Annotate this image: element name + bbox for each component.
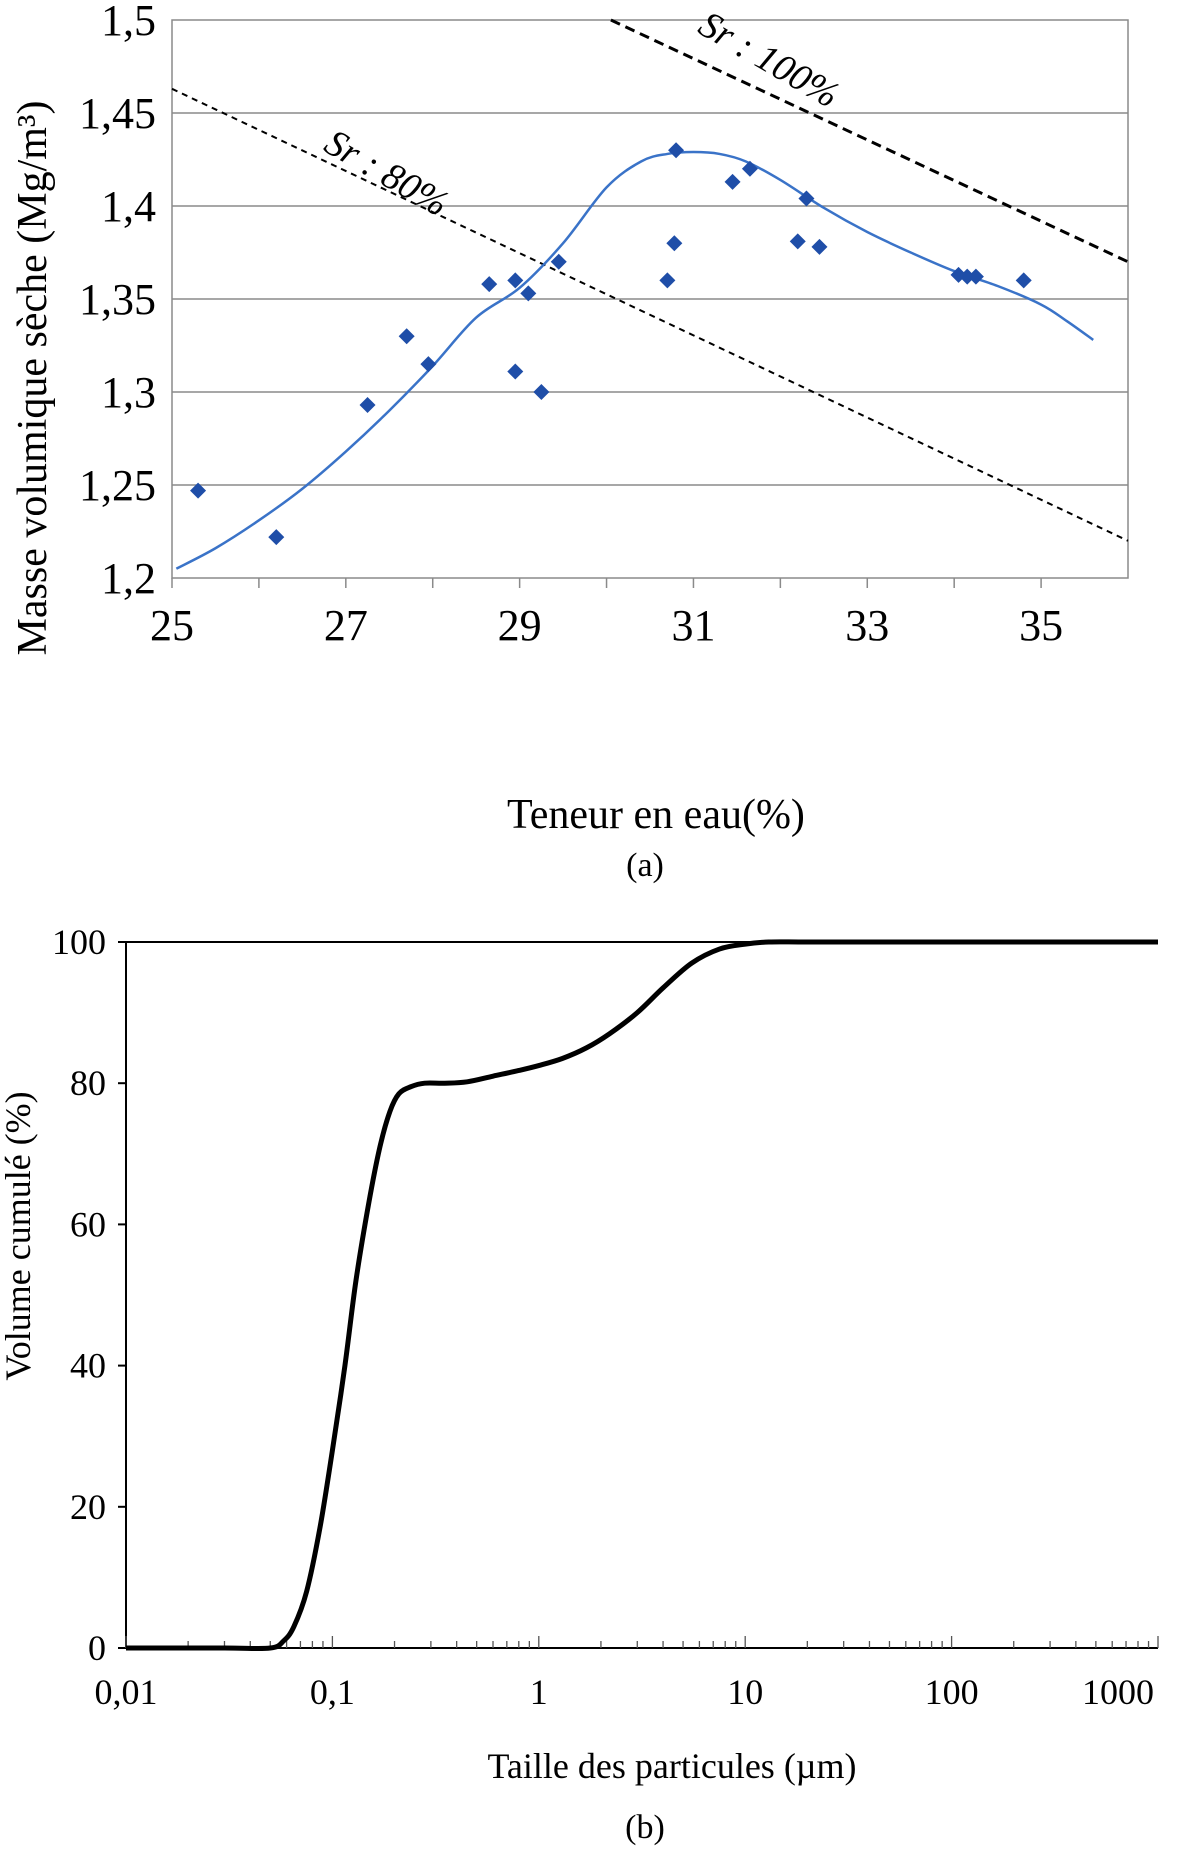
data-points: [190, 142, 1032, 546]
x-tick-label: 31: [671, 601, 715, 650]
data-point: [789, 233, 806, 250]
data-point: [190, 482, 207, 499]
chart-compaction: Sr : 100%Sr : 80% 1,21,251,31,351,41,451…: [10, 0, 1129, 884]
x-tick-label: 29: [498, 601, 542, 650]
data-point: [959, 268, 976, 285]
data-point: [724, 173, 741, 190]
x-tick-label: 0,1: [310, 1672, 355, 1712]
data-point: [811, 238, 828, 255]
y-tick-label: 80: [70, 1063, 106, 1103]
x-axis-title: Taille des particules (µm): [487, 1746, 856, 1786]
y-tick-label: 1,25: [79, 461, 156, 510]
data-point: [533, 384, 550, 400]
y-tick-label: 60: [70, 1204, 106, 1244]
y-tick-label: 1,3: [101, 368, 156, 417]
data-point: [507, 363, 524, 380]
data-point: [668, 142, 685, 159]
y-tick-label: 1,4: [101, 182, 156, 231]
x-tick-label: 33: [845, 601, 889, 650]
data-point: [659, 272, 676, 289]
x-axis-title: Teneur en eau(%): [507, 792, 805, 838]
plot-frame: [171, 19, 1129, 579]
x-tick-label: 1: [530, 1672, 548, 1712]
data-point: [520, 285, 537, 302]
y-tick-labels: 0 20 40 60 80 100: [52, 922, 106, 1668]
data-point: [666, 235, 683, 252]
y-tick-label: 40: [70, 1346, 106, 1386]
x-tick-label: 10: [727, 1672, 763, 1712]
x-tick-label: 25: [150, 601, 194, 650]
y-tick-labels: 1,2 1,25 1,3 1,35 1,4 1,45 1,5: [79, 0, 156, 603]
caption-a: (a): [626, 847, 664, 884]
data-point: [1015, 272, 1032, 289]
saturation-lines: [171, 18, 1129, 542]
x-tick-label: 1000: [1082, 1672, 1154, 1712]
x-tick-label: 35: [1019, 601, 1063, 650]
data-point: [398, 328, 415, 345]
x-tick-label: 100: [925, 1672, 979, 1712]
compaction-curve: [175, 150, 1094, 570]
x-tick-marks: [171, 578, 1042, 588]
cumulative-volume-line: [126, 939, 1158, 1652]
y-axis-title: Masse volumique sèche (Mg/m³): [10, 101, 56, 656]
data-point: [420, 356, 437, 373]
fitted-curve: [175, 150, 1094, 570]
data-point: [741, 160, 758, 177]
y-tick-label: 1,45: [79, 89, 156, 138]
y-axis-title: Volume cumulé (%): [0, 1091, 38, 1380]
x-tick-labels: 25 27 29 31 33 35: [150, 601, 1063, 650]
x-tick-labels: 0,01 0,1 1 10 100 1000: [95, 1672, 1155, 1712]
data-point: [798, 190, 815, 207]
data-point: [359, 397, 376, 414]
y-tick-label: 1,5: [101, 0, 156, 45]
data-point: [967, 268, 984, 285]
y-tick-label: 100: [52, 922, 106, 962]
y-tick-label: 0: [88, 1628, 106, 1668]
x-tick-label: 27: [324, 601, 368, 650]
grid-lines: [172, 112, 1128, 486]
y-tick-label: 1,2: [101, 554, 156, 603]
data-point: [481, 276, 498, 293]
data-point: [268, 529, 285, 546]
y-tick-label: 1,35: [79, 275, 156, 324]
saturation-line-80: [171, 87, 1129, 542]
x-tick-label: 0,01: [95, 1672, 158, 1712]
data-point: [507, 272, 524, 289]
caption-b: (b): [625, 1809, 665, 1846]
y-tick-label: 20: [70, 1487, 106, 1527]
data-point: [550, 253, 567, 270]
distribution-curve: [126, 939, 1158, 1652]
chart-particle-size: 0 20 40 60 80 100 0,01 0,1 1 10 100 1000 Taille de…: [0, 922, 1159, 1846]
